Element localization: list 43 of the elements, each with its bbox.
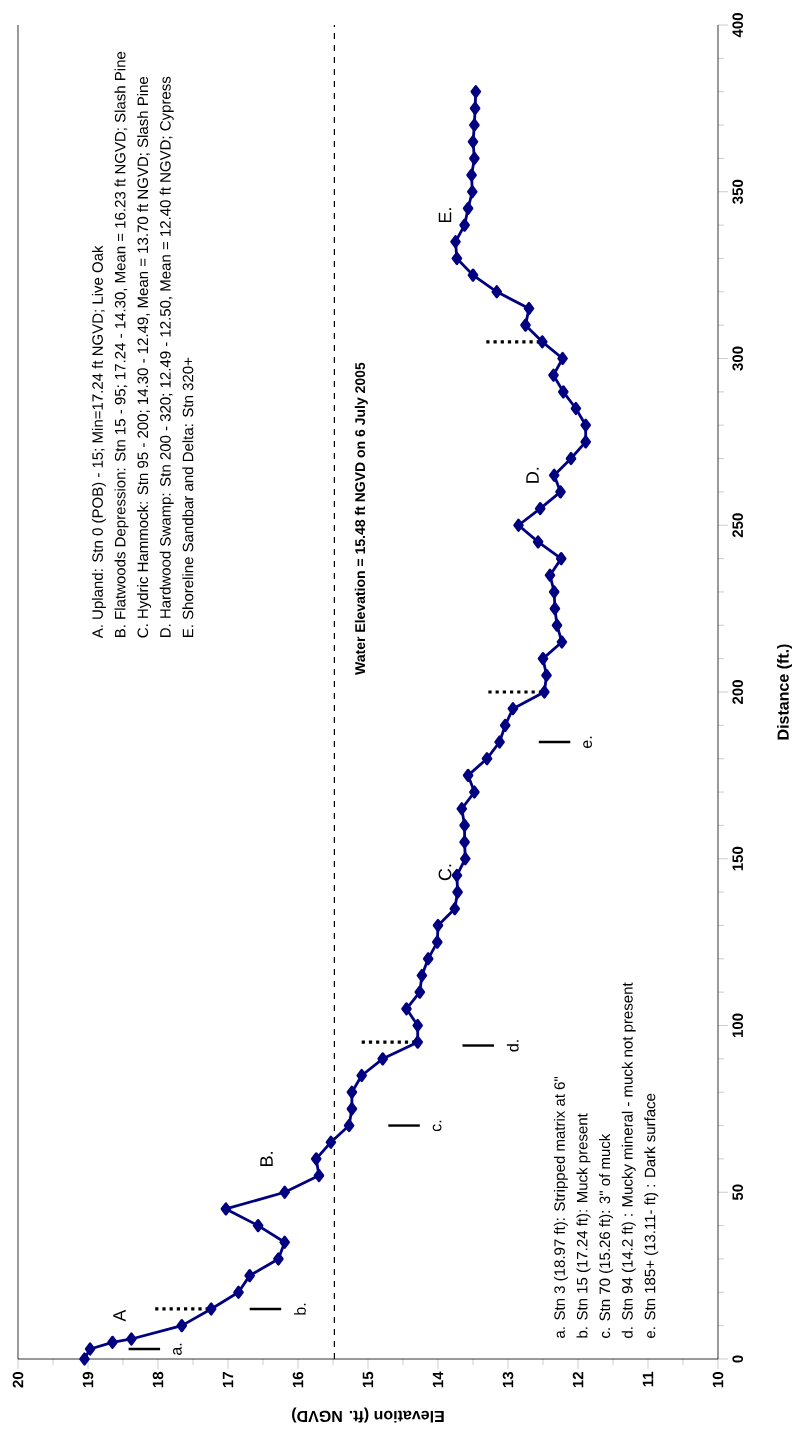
y-tick-label: 100 [732, 1013, 744, 1038]
x-tick-label: 18 [152, 1371, 164, 1388]
y-tick-label: 0 [732, 1355, 744, 1363]
x-tick-label: 13 [502, 1371, 514, 1388]
annotation: d. [506, 1040, 519, 1052]
ref-line-label: Water Elevation = 15.48 ft NGVD on 6 July 2005 [354, 362, 368, 675]
y-tick-label: 150 [732, 846, 744, 871]
annotation: E. Shoreline Sandbar and Delta: Stn 320+ [182, 357, 194, 638]
x-axis-title: Elevation (ft. NGVD) [292, 1407, 444, 1423]
annotation: D. [526, 467, 539, 483]
annotation: b. Stn 15 (17.24 ft): Muck present [576, 1113, 591, 1338]
annotation: d. Stn 94 (14.2 ft) : Mucky mineral - muck not present [621, 982, 636, 1338]
x-tick-label: 10 [712, 1372, 724, 1388]
x-tick-label: 14 [432, 1371, 444, 1388]
annotation: a. Stn 3 (18.97 ft): Stripped matrix at 6" [553, 1076, 568, 1338]
x-tick-label: 19 [82, 1371, 94, 1388]
annotation: c. [432, 1120, 442, 1132]
y-tick-label: 350 [732, 179, 744, 204]
x-tick-label: 11 [642, 1371, 654, 1387]
annotation: C. Hydric Hammock: Stn 95 - 200; 14.30 - 12.49, Mean = 13.70 ft NGVD; Slash Pine [137, 76, 152, 638]
x-tick-label: 20 [12, 1372, 24, 1388]
annotation: D. Hardwood Swamp: Stn 200 - 320; 12.49 - 12.50, Mean = 12.40 ft NGVD; Cypress [159, 76, 174, 638]
y-axis-title: Distance (ft.) [777, 644, 792, 740]
annotation: a. [173, 1343, 182, 1355]
annotation: A [113, 1309, 126, 1322]
annotation: e. Stn 185+ (13.11- ft) : Dark surface [644, 1093, 659, 1338]
annotation: e. [583, 736, 592, 749]
y-tick-label: 400 [732, 13, 744, 38]
annotation: A. Upland: Stn 0 (POB) - 15; Min=17.24 ft NGVD; Live Oak [91, 245, 106, 639]
annotation: B. Flatwoods Depression: Stn 15 - 95; 17.24 - 14.30, Mean = 16.23 ft NGVD; Slash Pine [114, 51, 129, 638]
annotation: B. [260, 1152, 273, 1166]
annotation: E. [438, 208, 452, 223]
x-tick-label: 15 [362, 1371, 374, 1388]
annotation: b. [294, 1303, 306, 1315]
x-tick-label: 17 [222, 1372, 234, 1388]
y-tick-label: 300 [732, 346, 744, 371]
y-tick-label: 250 [732, 513, 744, 538]
annotation: C. [438, 864, 452, 881]
x-tick-label: 16 [292, 1371, 304, 1388]
y-tick-label: 200 [732, 680, 744, 704]
x-tick-label: 12 [572, 1372, 584, 1388]
annotation: c. Stn 70 (15.26 ft): 3" of muck [599, 1133, 614, 1338]
y-tick-label: 50 [732, 1184, 744, 1201]
